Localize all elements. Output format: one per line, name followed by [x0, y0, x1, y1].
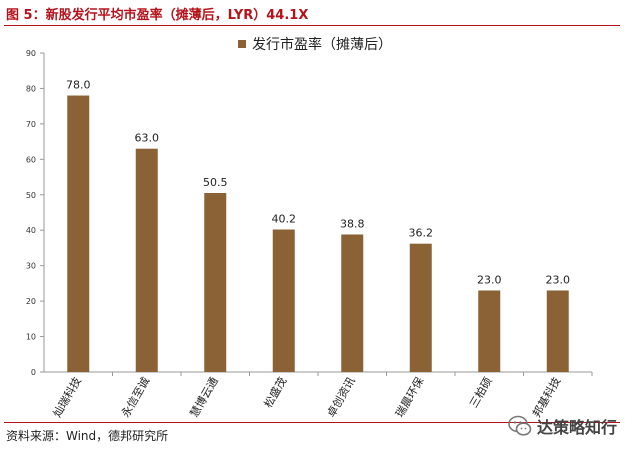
bar-value-label: 36.2: [409, 227, 434, 240]
x-category-label: 慧博云通: [187, 375, 221, 420]
source-note: 资料来源：Wind，德邦研究所: [6, 429, 169, 443]
y-tick-label: 60: [26, 155, 36, 164]
y-tick-label: 0: [31, 368, 36, 377]
chart-axes: 0 10 20 30 40 50 60 70 80 90: [26, 49, 593, 377]
x-category-label: 卓创资讯: [325, 375, 358, 420]
bar-value-label: 23.0: [546, 273, 571, 286]
bar: [409, 243, 432, 372]
y-tick-label: 40: [26, 226, 36, 235]
bar-value-label: 63.0: [135, 132, 160, 145]
y-tick-label: 50: [26, 191, 36, 200]
y-tick-label: 70: [26, 120, 36, 129]
bar-value-label: 38.8: [340, 217, 365, 230]
bar: [204, 193, 227, 372]
bar: [478, 290, 501, 372]
chart-legend: 发行市盈率（摊薄后）: [238, 36, 392, 53]
x-category-label: 瑞晨环保: [392, 375, 426, 420]
x-category-label: 永信至诚: [118, 375, 152, 420]
bar-value-label: 50.5: [203, 176, 228, 189]
watermark-text: 达策略知行: [536, 418, 617, 437]
y-tick-label: 30: [26, 262, 36, 271]
y-tick-label: 90: [26, 49, 36, 58]
bar: [272, 229, 295, 372]
legend-label: 发行市盈率（摊薄后）: [252, 36, 392, 53]
bar: [341, 234, 364, 372]
y-tick-label: 20: [26, 297, 36, 306]
bar: [135, 148, 158, 372]
chart-bars: [67, 95, 569, 373]
bar-value-label: 78.0: [66, 79, 91, 92]
title-divider: [4, 25, 620, 26]
bar: [546, 290, 569, 372]
x-category-label: 灿瑞科技: [50, 375, 84, 420]
x-category-label: 三柏硕: [466, 375, 495, 411]
footer-divider: [4, 422, 620, 423]
watermark: 达策略知行: [507, 413, 617, 439]
y-tick-label: 10: [26, 333, 36, 342]
y-tick-label: 80: [26, 84, 36, 93]
legend-swatch: [238, 40, 246, 48]
x-category-label: 松盛茂: [261, 375, 290, 411]
bar-value-label: 23.0: [477, 273, 502, 286]
figure-title: 图 5：新股发行平均市盈率（摊薄后，LYR）44.1X: [6, 8, 309, 23]
wechat-icon: [508, 415, 532, 436]
bar-value-label: 40.2: [272, 213, 297, 226]
bar: [67, 95, 90, 373]
